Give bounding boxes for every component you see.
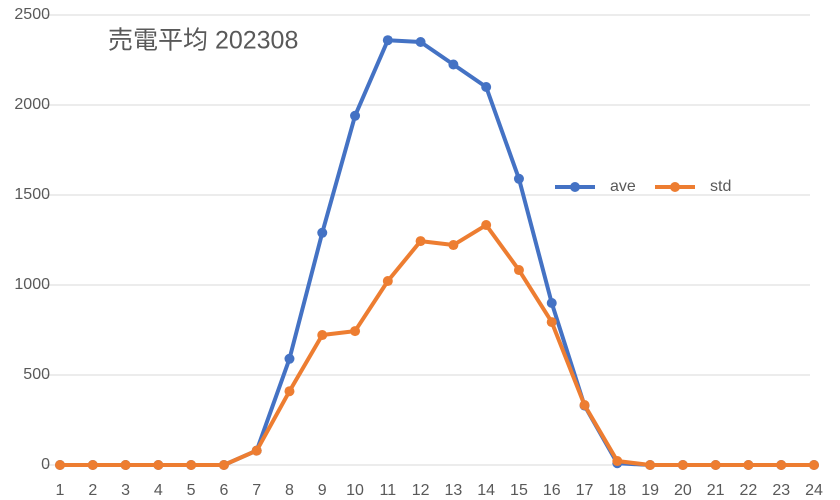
- chart-title: 売電平均 202308: [108, 27, 298, 55]
- x-tick-label: 2: [88, 482, 97, 499]
- data-point: [284, 386, 295, 397]
- data-point: [317, 227, 328, 238]
- y-tick-label: 500: [23, 366, 50, 383]
- y-tick-label: 2500: [14, 6, 50, 23]
- data-point: [251, 445, 262, 456]
- x-tick-label: 10: [346, 482, 364, 499]
- data-point: [513, 265, 524, 276]
- legend-marker: [670, 182, 680, 192]
- legend-marker: [570, 182, 580, 192]
- data-point: [481, 220, 492, 231]
- x-tick-label: 9: [318, 482, 327, 499]
- data-point: [710, 460, 721, 470]
- data-point: [284, 353, 295, 364]
- data-point: [350, 110, 361, 121]
- x-tick-label: 12: [412, 482, 430, 499]
- x-tick-label: 16: [543, 482, 561, 499]
- y-tick-label: 2000: [14, 96, 50, 113]
- x-tick-label: 23: [772, 482, 790, 499]
- x-tick-label: 6: [219, 482, 228, 499]
- x-tick-label: 5: [187, 482, 196, 499]
- data-point: [382, 35, 393, 46]
- data-point: [513, 173, 524, 184]
- x-tick-label: 24: [805, 482, 823, 499]
- series-line: [60, 38, 814, 467]
- legend-label: ave: [610, 178, 636, 195]
- legend-label: std: [710, 178, 731, 195]
- data-point: [186, 460, 197, 470]
- y-tick-label: 1500: [14, 186, 50, 203]
- x-tick-label: 17: [576, 482, 594, 499]
- data-point: [743, 460, 754, 470]
- data-point: [612, 456, 623, 467]
- x-tick-label: 7: [252, 482, 261, 499]
- data-point: [481, 82, 492, 92]
- data-point: [415, 37, 426, 47]
- x-tick-label: 3: [121, 482, 130, 499]
- data-point: [317, 330, 328, 341]
- data-point: [55, 460, 65, 470]
- data-point: [645, 460, 656, 470]
- data-point: [677, 460, 688, 470]
- y-tick-label: 0: [41, 456, 50, 473]
- data-point: [382, 276, 393, 287]
- x-tick-label: 1: [56, 482, 65, 499]
- x-tick-label: 19: [641, 482, 659, 499]
- series-line: [60, 223, 814, 467]
- data-point: [153, 460, 164, 470]
- data-point: [87, 460, 98, 470]
- x-tick-label: 20: [674, 482, 692, 499]
- x-tick-label: 11: [380, 482, 397, 499]
- data-point: [448, 240, 459, 251]
- data-point: [809, 460, 819, 470]
- data-point: [120, 460, 131, 470]
- x-tick-label: 18: [608, 482, 626, 499]
- data-point: [218, 460, 229, 470]
- data-point: [415, 236, 426, 247]
- data-point: [579, 400, 590, 411]
- x-tick-label: 15: [510, 482, 528, 499]
- data-point: [448, 59, 459, 70]
- x-tick-label: 21: [707, 482, 725, 499]
- x-tick-label: 13: [444, 482, 462, 499]
- x-tick-label: 14: [477, 482, 495, 499]
- data-point: [776, 460, 787, 470]
- data-point: [350, 326, 361, 337]
- x-tick-label: 4: [154, 482, 163, 499]
- y-tick-label: 1000: [14, 276, 50, 293]
- data-point: [546, 317, 557, 328]
- x-tick-label: 22: [740, 482, 758, 499]
- data-point: [546, 298, 557, 308]
- x-tick-label: 8: [285, 482, 294, 499]
